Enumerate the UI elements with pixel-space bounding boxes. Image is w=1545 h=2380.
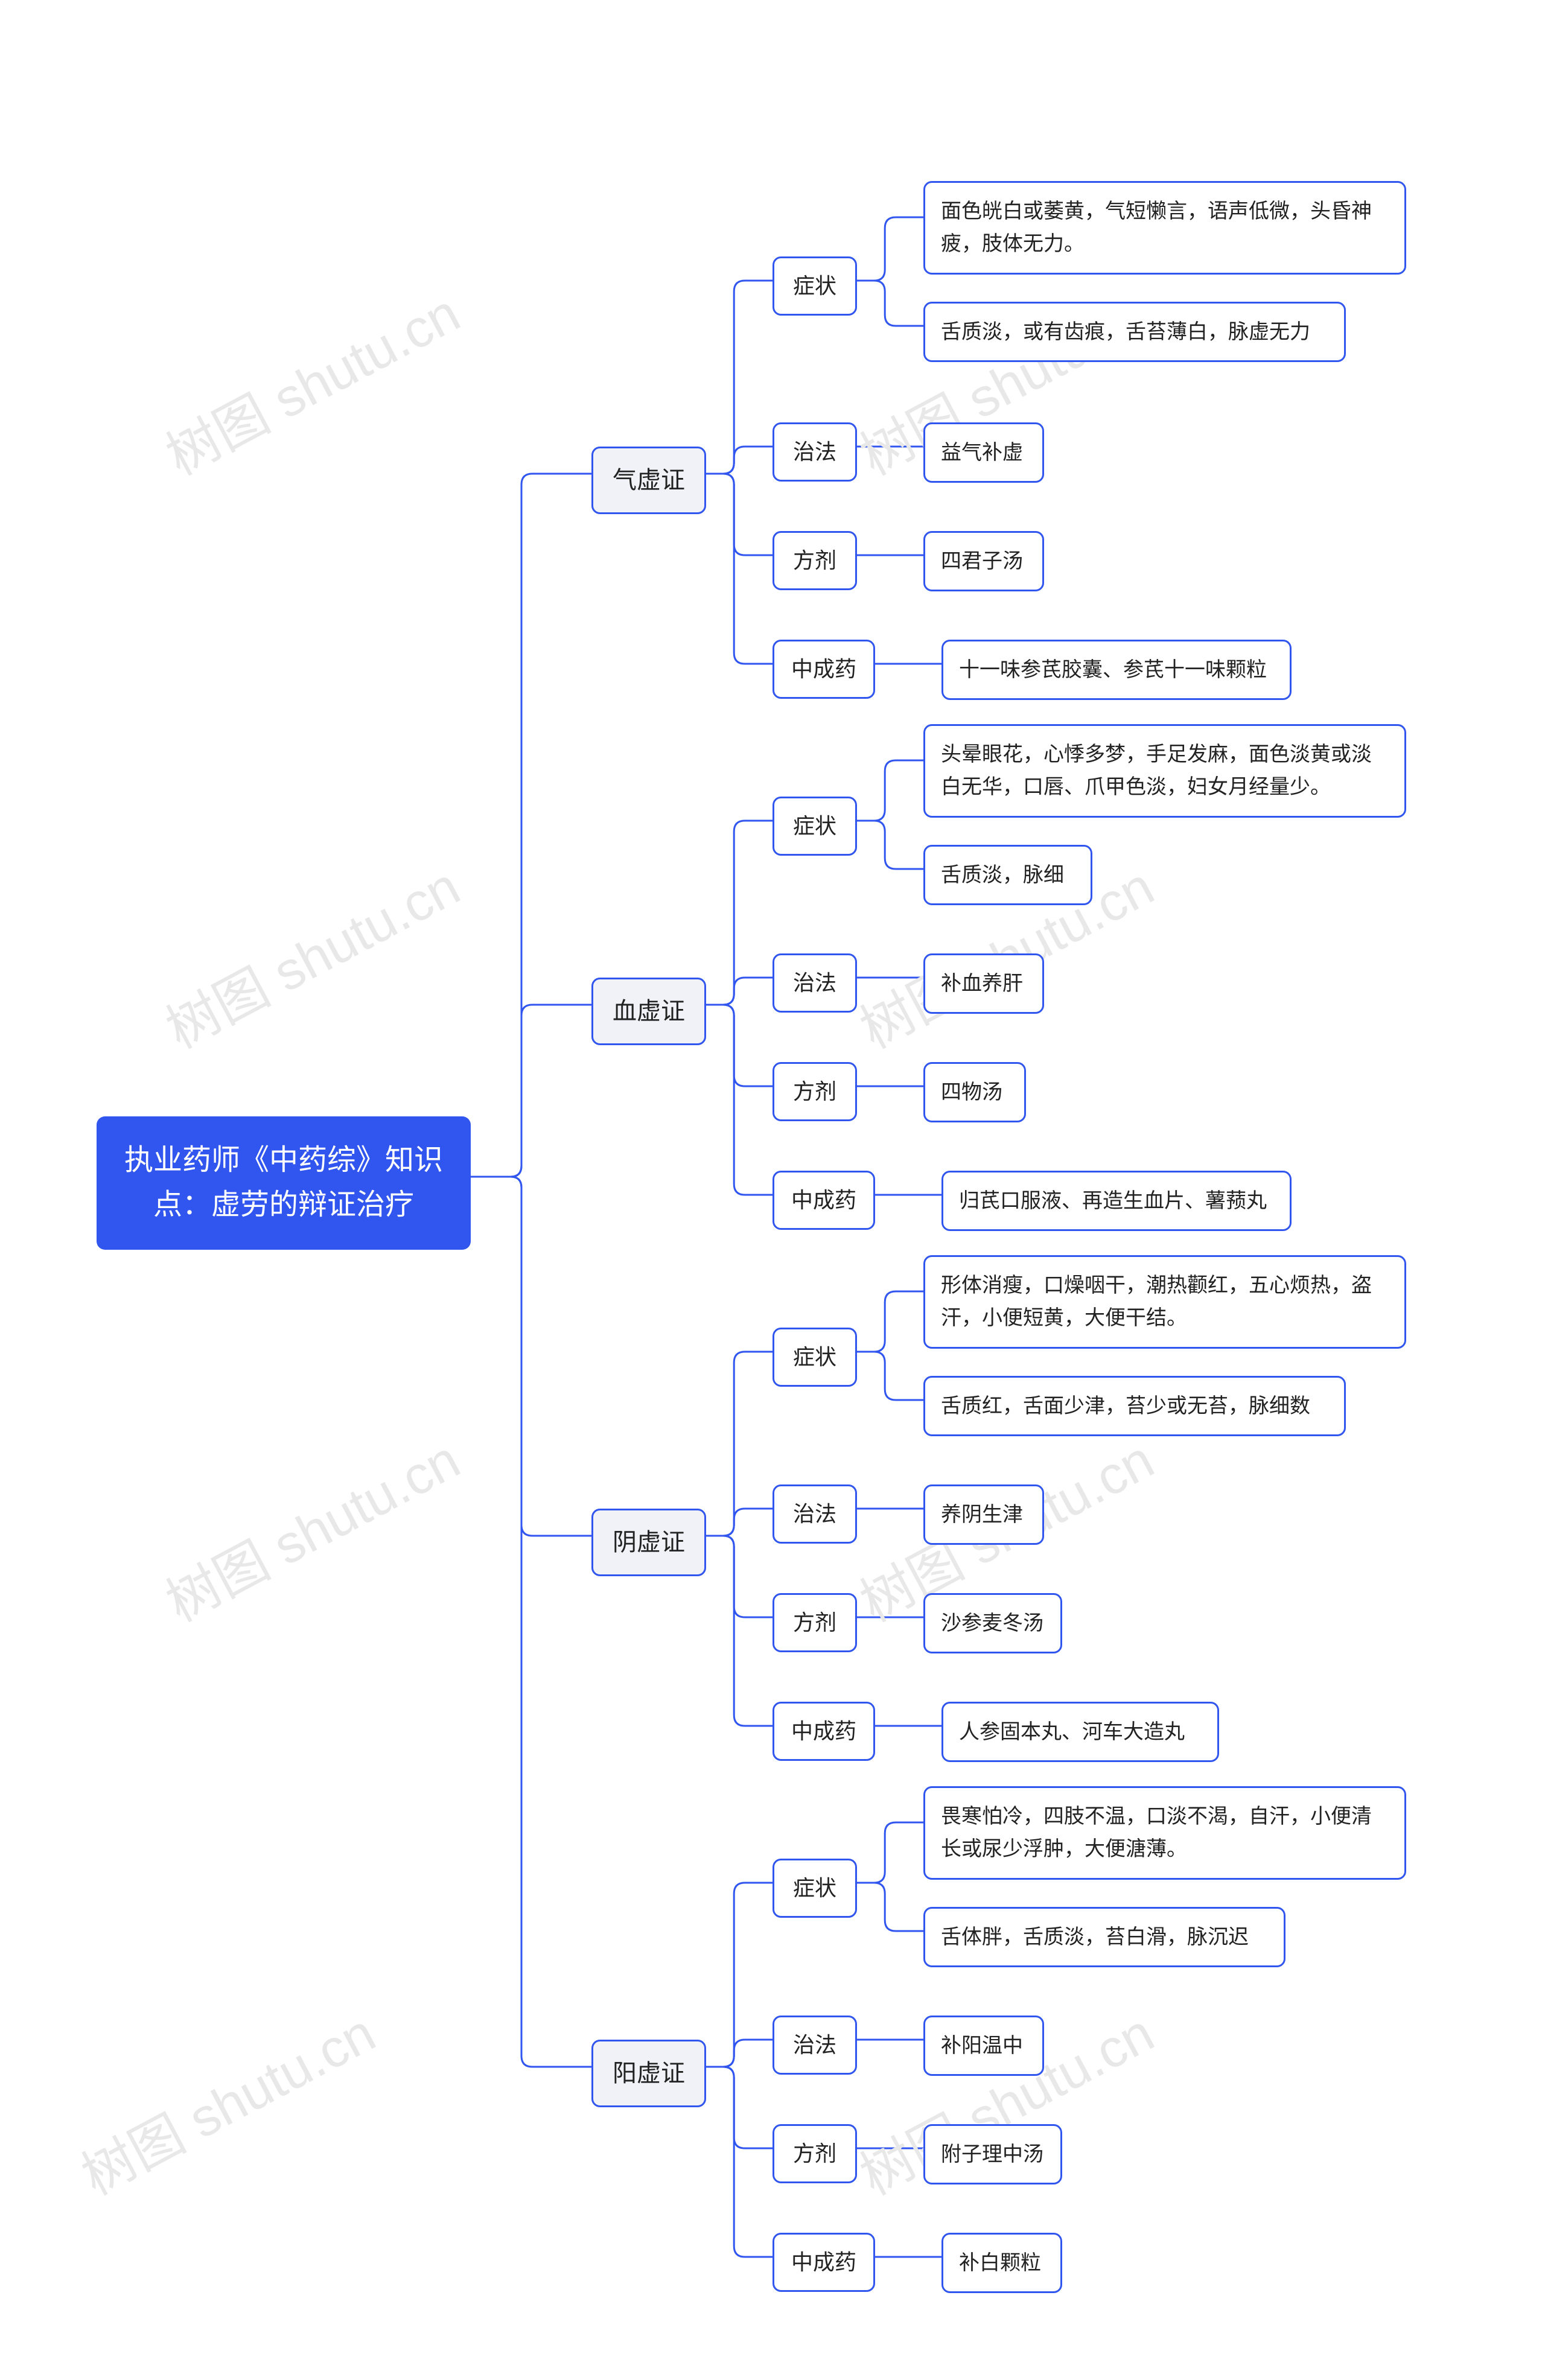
leaf-node: 归芪口服液、再造生血片、薯蓣丸	[941, 1171, 1292, 1231]
leaf-node: 舌质淡，或有齿痕，舌苔薄白，脉虚无力	[923, 302, 1346, 362]
edge	[857, 1291, 923, 1352]
watermark: 树图 shutu.cn	[66, 1991, 386, 2210]
edge	[857, 1352, 923, 1400]
edge	[706, 2067, 772, 2148]
leaf-node: 附子理中汤	[923, 2124, 1062, 2184]
mindmap-canvas: 树图 shutu.cn 树图 shutu.cn 树图 shutu.cn 树图 shut…	[0, 0, 1545, 2380]
category-node: 中成药	[772, 640, 875, 699]
edge	[706, 978, 772, 1005]
branch-node: 血虚证	[591, 978, 706, 1045]
edge	[857, 821, 923, 869]
leaf-node: 十一味参芪胶囊、参芪十一味颗粒	[941, 640, 1292, 700]
leaf-node: 补白颗粒	[941, 2233, 1062, 2293]
edge	[706, 1536, 772, 1617]
leaf-node: 沙参麦冬汤	[923, 1593, 1062, 1653]
edge	[706, 474, 772, 664]
category-node: 方剂	[772, 1062, 857, 1121]
leaf-node: 畏寒怕冷，四肢不温，口淡不渴，自汗，小便清长或尿少浮肿，大便溏薄。	[923, 1786, 1406, 1880]
category-node: 症状	[772, 256, 857, 316]
leaf-node: 四物汤	[923, 1062, 1026, 1122]
edge	[471, 1177, 591, 1536]
edge	[706, 821, 772, 1005]
category-node: 治法	[772, 953, 857, 1013]
category-node: 治法	[772, 422, 857, 482]
edge	[706, 1883, 772, 2067]
leaf-node: 舌体胖，舌质淡，苔白滑，脉沉迟	[923, 1907, 1285, 1967]
edge	[471, 1177, 591, 2067]
leaf-node: 补血养肝	[923, 953, 1044, 1014]
edge	[706, 1509, 772, 1536]
edge	[706, 1005, 772, 1086]
edge	[857, 760, 923, 821]
edge	[706, 281, 772, 474]
branch-node: 气虚证	[591, 447, 706, 514]
category-node: 症状	[772, 1328, 857, 1387]
category-node: 方剂	[772, 2124, 857, 2183]
category-node: 中成药	[772, 1171, 875, 1230]
leaf-node: 补阳温中	[923, 2016, 1044, 2076]
leaf-node: 益气补虚	[923, 422, 1044, 483]
edge	[471, 1005, 591, 1177]
edge	[706, 1005, 772, 1195]
edge	[706, 1536, 772, 1726]
edge	[857, 281, 923, 326]
watermark: 树图 shutu.cn	[151, 1418, 471, 1637]
edge	[857, 1822, 923, 1883]
edge	[706, 2067, 772, 2257]
edge	[706, 474, 772, 555]
branch-node: 阳虚证	[591, 2040, 706, 2107]
branch-node: 阴虚证	[591, 1509, 706, 1576]
watermark: 树图 shutu.cn	[151, 845, 471, 1063]
category-node: 治法	[772, 2016, 857, 2075]
watermark: 树图 shutu.cn	[151, 272, 471, 490]
category-node: 治法	[772, 1484, 857, 1544]
category-node: 症状	[772, 797, 857, 856]
edge	[857, 1883, 923, 1931]
leaf-node: 形体消瘦，口燥咽干，潮热颧红，五心烦热，盗汗，小便短黄，大便干结。	[923, 1255, 1406, 1349]
category-node: 症状	[772, 1859, 857, 1918]
leaf-node: 四君子汤	[923, 531, 1044, 591]
category-node: 中成药	[772, 2233, 875, 2292]
edge	[706, 1352, 772, 1536]
edge	[471, 474, 591, 1177]
category-node: 方剂	[772, 1593, 857, 1652]
leaf-node: 舌质淡，脉细	[923, 845, 1092, 905]
root-node: 执业药师《中药综》知识点：虚劳的辩证治疗	[97, 1116, 471, 1250]
leaf-node: 面色㿠白或萎黄，气短懒言，语声低微，头昏神疲，肢体无力。	[923, 181, 1406, 275]
category-node: 方剂	[772, 531, 857, 590]
leaf-node: 人参固本丸、河车大造丸	[941, 1702, 1219, 1762]
category-node: 中成药	[772, 1702, 875, 1761]
leaf-node: 养阴生津	[923, 1484, 1044, 1545]
leaf-node: 舌质红，舌面少津，苔少或无苔，脉细数	[923, 1376, 1346, 1436]
leaf-node: 头晕眼花，心悸多梦，手足发麻，面色淡黄或淡白无华，口唇、爪甲色淡，妇女月经量少。	[923, 724, 1406, 818]
edge	[706, 2040, 772, 2067]
edge	[857, 217, 923, 281]
edge	[706, 447, 772, 474]
